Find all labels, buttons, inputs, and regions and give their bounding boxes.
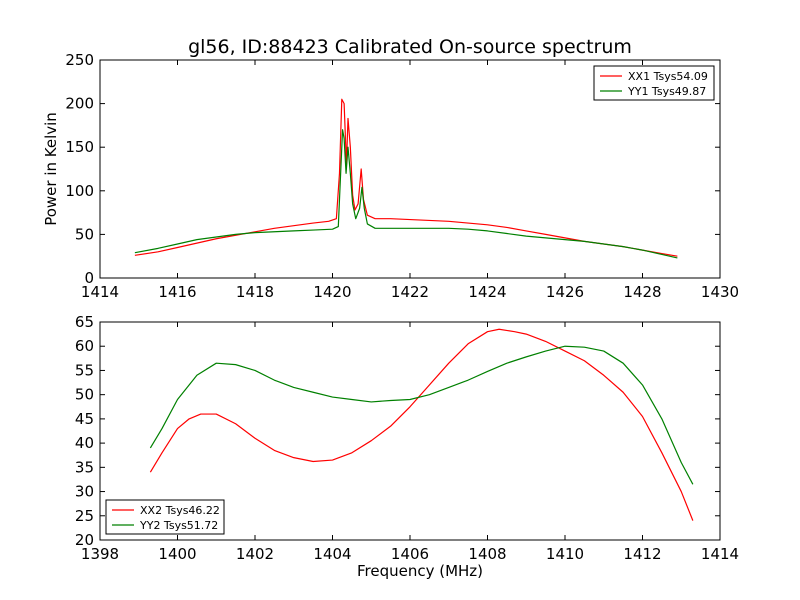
- x-tick-label: 1428: [623, 283, 661, 301]
- x-tick-label: 1422: [391, 283, 429, 301]
- x-tick-label: 1418: [236, 283, 274, 301]
- legend: XX1 Tsys54.09 YY1 Tsys49.87: [593, 65, 715, 101]
- x-axis-label: Frequency (MHz): [357, 562, 483, 580]
- x-tick-label: 1414: [701, 545, 739, 563]
- x-tick-label: 1410: [546, 545, 584, 563]
- y-tick-label: 250: [65, 51, 94, 69]
- x-tick-label: 1424: [468, 283, 506, 301]
- y-tick-label: 45: [75, 410, 94, 428]
- x-tick-label: 1430: [701, 283, 739, 301]
- y-tick-label: 30: [75, 483, 94, 501]
- x-tick-label: 1426: [546, 283, 584, 301]
- y-tick-label: 25: [75, 507, 94, 525]
- y-tick-label: 55: [75, 361, 94, 379]
- y-tick-label: 100: [65, 182, 94, 200]
- y-tick-label: 200: [65, 95, 94, 113]
- figure-title: gl56, ID:88423 Calibrated On-source spec…: [188, 36, 632, 58]
- series-line-yy2: [149, 345, 694, 485]
- y-tick-label: 60: [75, 337, 94, 355]
- x-tick-label: 1416: [158, 283, 196, 301]
- legend-entry: XX2 Tsys46.22: [140, 504, 220, 517]
- x-tick-label: 1404: [313, 545, 351, 563]
- series-line-xx1: [134, 98, 678, 257]
- y-axis-label: Power in Kelvin: [42, 112, 60, 226]
- y-tick-label: 150: [65, 138, 94, 156]
- bottom-plot-xx2-yy2: 1398 1400 1402 1404 1406 1408 1410 1412 1414 20 25…: [75, 313, 739, 580]
- y-tick-label: 20: [75, 531, 94, 549]
- x-tick-label: 1414: [81, 283, 119, 301]
- x-tick-label: 1408: [468, 545, 506, 563]
- legend: XX2 Tsys46.22 YY2 Tsys51.72: [105, 499, 225, 535]
- legend-entry: YY1 Tsys49.87: [627, 85, 706, 98]
- x-tick-label: 1402: [236, 545, 274, 563]
- legend-entry: YY2 Tsys51.72: [139, 519, 218, 532]
- x-tick-label: 1398: [81, 545, 119, 563]
- y-tick-label: 35: [75, 458, 94, 476]
- legend-entry: XX1 Tsys54.09: [628, 70, 708, 83]
- top-plot-xx1-yy1: 1414 1416 1418 1420 1422 1424 1426 1428 1430 0 50 1…: [42, 51, 739, 301]
- x-tick-label: 1400: [158, 545, 196, 563]
- x-tick-label: 1420: [313, 283, 351, 301]
- y-tick-label: 50: [75, 225, 94, 243]
- x-tick-label: 1406: [391, 545, 429, 563]
- y-tick-label: 65: [75, 313, 94, 331]
- series-line-xx2: [149, 328, 694, 521]
- series-line-yy1: [134, 129, 678, 259]
- legend-box: [593, 65, 715, 101]
- y-tick-label: 0: [84, 269, 94, 287]
- y-tick-label: 50: [75, 386, 94, 404]
- x-tick-label: 1412: [623, 545, 661, 563]
- legend-box: [105, 499, 225, 535]
- y-tick-label: 40: [75, 434, 94, 452]
